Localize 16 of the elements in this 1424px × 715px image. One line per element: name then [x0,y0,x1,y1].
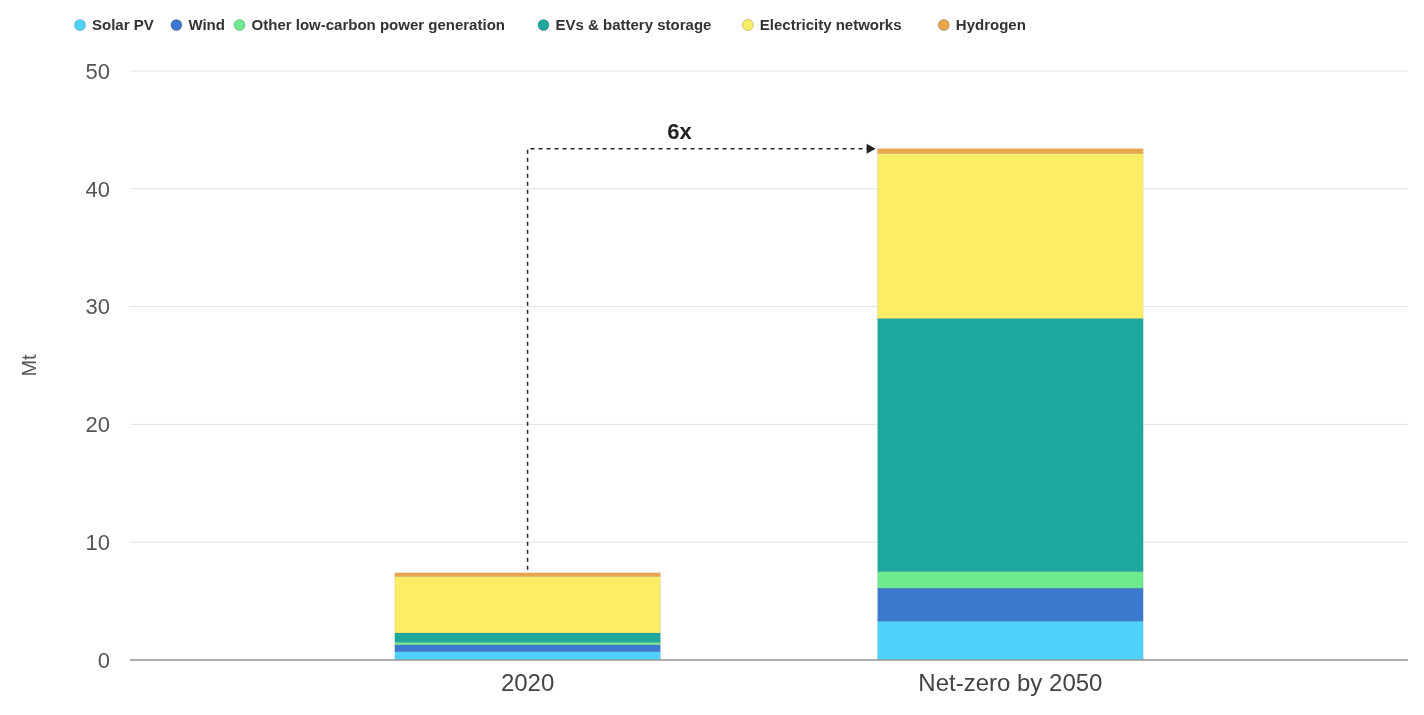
x-tick-label: 2020 [500,669,555,696]
annotation: 6x [667,118,693,144]
legend-label: Solar PV [92,16,154,34]
legend-label: Electricity networks [759,16,902,34]
legend-label: EVs & battery storage [555,16,712,34]
y-axis-title: Mt [18,353,40,377]
y-tick-label: 30 [85,294,110,320]
y-tick-label: 20 [85,412,110,438]
legend-label: Wind [188,16,225,34]
y-tick-label: 50 [85,58,110,84]
legend-label: Hydrogen [955,16,1026,34]
x-tick-label: Net-zero by 2050 [918,669,1103,696]
y-tick-label: 40 [85,176,110,202]
y-tick-label: 10 [85,529,110,555]
legend-label: Other low-carbon power generation [251,16,505,34]
y-tick-label: 0 [97,647,110,673]
